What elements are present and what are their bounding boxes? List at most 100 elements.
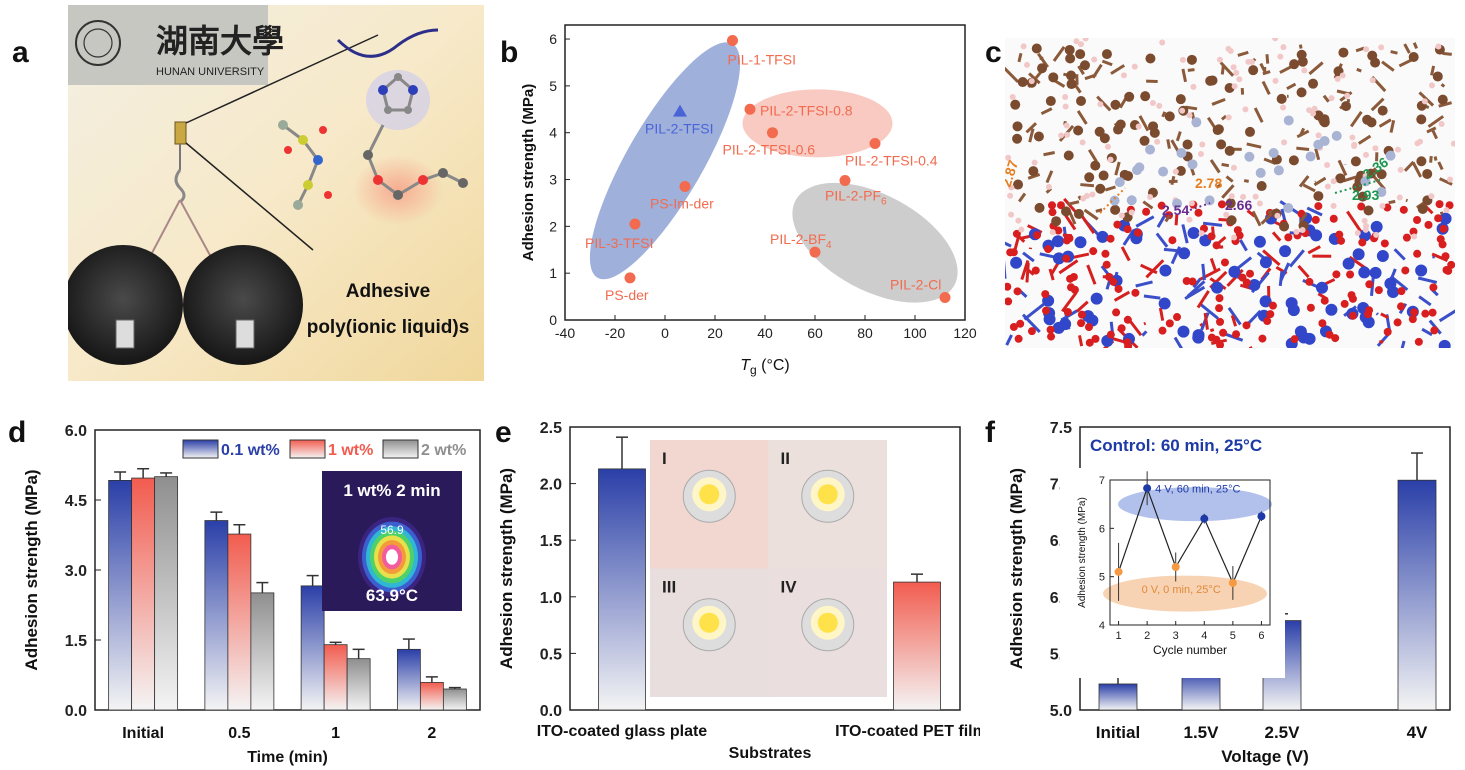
h-atom: [1008, 184, 1015, 191]
o-atom: [1158, 326, 1167, 335]
c-atom: [1416, 156, 1427, 167]
si-atom: [1187, 226, 1200, 239]
legend-label-1 wt%: 1 wt%: [328, 442, 373, 459]
c-atom: [1119, 169, 1130, 180]
data-point-PIL-2-TFSI-0.4: [869, 137, 881, 149]
o-atom: [1337, 236, 1346, 245]
si-atom: [1253, 235, 1266, 248]
o-atom: [1263, 317, 1272, 326]
o-atom: [1401, 266, 1410, 275]
bar-0.1 wt%-Initial: [108, 480, 133, 711]
polymer-bond: [1313, 176, 1327, 187]
c-atom: [1248, 65, 1259, 76]
o-atom: [1013, 287, 1022, 296]
university-seal: [75, 20, 121, 66]
bar-ITO-coated glass plate: [598, 468, 646, 711]
o-atom: [1441, 252, 1450, 261]
hbond-orange: [1099, 187, 1126, 214]
c-atom: [1296, 87, 1307, 98]
polymer-bond: [1025, 122, 1038, 134]
c-atom: [1416, 114, 1427, 125]
h-atom: [1179, 107, 1186, 114]
h-atom: [1328, 95, 1335, 102]
o-atom: [1435, 200, 1444, 209]
o-atom: [1077, 319, 1086, 328]
c-atom: [1084, 172, 1095, 183]
n-atom: [1385, 150, 1396, 161]
h-atom: [1008, 211, 1015, 218]
o-atom: [1445, 201, 1454, 210]
c-atom: [1148, 121, 1159, 132]
substrate-bond: [1005, 334, 1013, 346]
h-atom: [1045, 183, 1052, 190]
h-atom: [1256, 200, 1263, 207]
data-point-PS-der: [624, 272, 636, 284]
c-atom: [1063, 150, 1074, 161]
h-atom: [1443, 207, 1450, 214]
n-atom: [1172, 198, 1183, 209]
bar-1 wt%-1: [323, 644, 348, 711]
substrate-bond: [1184, 285, 1206, 300]
substrate-bond: [1141, 330, 1148, 337]
y-axis-label: Adhesion strength (MPa): [22, 469, 41, 670]
si-atom: [1159, 264, 1172, 277]
o-atom: [1046, 325, 1055, 334]
data-point-PIL-2-TFSI: [673, 104, 687, 117]
o-atom: [1031, 266, 1040, 275]
o-atom: [1314, 202, 1323, 211]
c-atom: [1422, 168, 1433, 179]
h-atom: [1149, 99, 1156, 106]
bar-0.1 wt%-1: [300, 585, 325, 711]
h-atom: [1354, 230, 1361, 237]
weight-right: [183, 245, 303, 365]
h-atom: [1031, 159, 1038, 166]
y-tick-label: 2: [549, 218, 557, 234]
substrate-bond: [1389, 275, 1409, 291]
region-tfsi: [742, 89, 893, 158]
o-atom: [1044, 245, 1053, 254]
si-atom: [1090, 292, 1103, 305]
h-atom: [1339, 72, 1346, 79]
o-atom: [1290, 335, 1299, 344]
si-atom: [1043, 313, 1056, 326]
polymer-bond: [1077, 65, 1085, 76]
h-atom: [1301, 67, 1308, 74]
polymer-bond: [1067, 200, 1080, 206]
polymer-bond: [1243, 179, 1249, 183]
h-atom: [1199, 141, 1206, 148]
polymer-bond: [1185, 105, 1198, 111]
bar-1 wt%-Initial: [131, 477, 156, 711]
polymer-bond: [1405, 198, 1408, 203]
si-atom: [1370, 220, 1383, 233]
c-atom: [1437, 94, 1448, 105]
o-atom: [1414, 337, 1423, 346]
si-atom: [1342, 257, 1355, 270]
o-atom: [1065, 234, 1074, 243]
inset-point-3: [1171, 563, 1180, 571]
polymer-bond: [1381, 60, 1395, 72]
n-atom: [1187, 159, 1198, 170]
o-atom: [1320, 296, 1329, 305]
inset-x-axis-label: Cycle number: [1153, 643, 1227, 657]
h-atom: [1450, 140, 1455, 147]
o-atom: [1085, 338, 1094, 347]
h-atom: [1421, 98, 1428, 105]
bar-Initial: [1098, 683, 1138, 711]
h-atom: [1363, 46, 1370, 53]
polymer-bond: [1253, 107, 1264, 123]
si-atom: [1358, 266, 1371, 279]
c-atom: [1313, 191, 1324, 202]
substrate-bond: [1023, 302, 1046, 321]
h-atom: [1225, 114, 1232, 121]
c-atom: [1065, 53, 1076, 64]
substrate-bond: [1192, 277, 1202, 289]
c-atom: [1175, 165, 1186, 176]
polymer-bond: [1442, 51, 1452, 56]
substrate-bond: [1421, 327, 1433, 337]
o-atom: [1424, 220, 1433, 229]
c-atom: [1028, 166, 1039, 177]
o-atom: [1215, 304, 1224, 313]
polymer-bond: [1433, 156, 1438, 161]
h-atom: [1306, 107, 1313, 114]
adhesive-photo: 湖南大學 HUNAN UNIVERSITY Adhesive poly(io: [68, 5, 484, 381]
